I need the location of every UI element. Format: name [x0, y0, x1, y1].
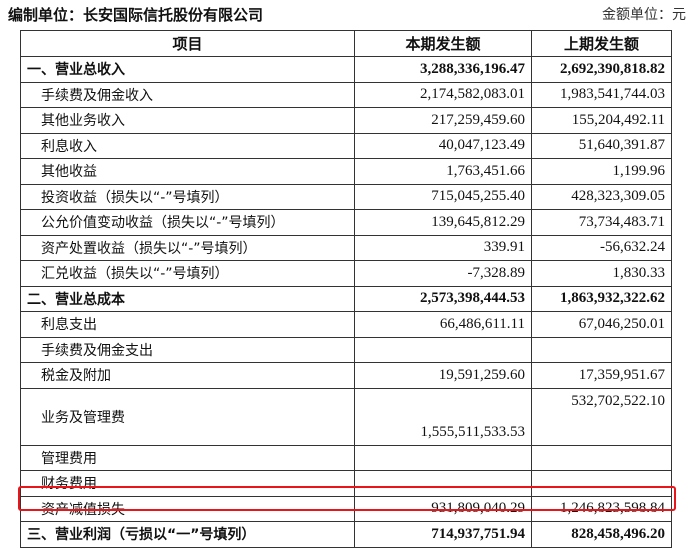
current-value — [354, 470, 532, 497]
income-statement-table: 项目 本期发生额 上期发生额 一、营业总收入 3,288,336,196.47 … — [20, 30, 672, 548]
previous-value: 532,702,522.10 — [531, 387, 672, 446]
current-value: 715,045,255.40 — [354, 183, 532, 210]
row-label: 二、营业总成本 — [20, 285, 355, 312]
previous-value: 1,863,932,322.62 — [531, 285, 672, 312]
current-value: 2,573,398,444.53 — [354, 285, 532, 312]
table-row: 公允价值变动收益（损失以“-”号填列） 139,645,812.29 73,73… — [20, 209, 672, 236]
row-label: 手续费及佣金支出 — [20, 336, 355, 363]
table-header-row: 项目 本期发生额 上期发生额 — [20, 30, 672, 57]
row-label: 其他业务收入 — [20, 107, 355, 134]
current-value: 1,555,511,533.53 — [354, 387, 532, 446]
table-row: 一、营业总收入 3,288,336,196.47 2,692,390,818.8… — [20, 56, 672, 83]
row-label: 利息支出 — [20, 311, 355, 338]
col-header-current: 本期发生额 — [354, 30, 532, 57]
previous-value: 67,046,250.01 — [531, 311, 672, 338]
previous-value: 51,640,391.87 — [531, 132, 672, 159]
current-value: 3,288,336,196.47 — [354, 56, 532, 83]
previous-value — [531, 444, 672, 471]
table-row: 其他收益 1,763,451.66 1,199.96 — [20, 158, 672, 185]
previous-value: 1,830.33 — [531, 260, 672, 287]
col-header-previous: 上期发生额 — [531, 30, 672, 57]
table-row: 手续费及佣金支出 — [20, 336, 672, 363]
current-value: -7,328.89 — [354, 260, 532, 287]
row-label: 财务费用 — [20, 470, 355, 497]
previous-value: 1,199.96 — [531, 158, 672, 185]
currency-unit: 金额单位：元 — [602, 7, 686, 23]
row-label: 利息收入 — [20, 132, 355, 159]
current-value: 714,937,751.94 — [354, 521, 532, 548]
previous-value — [531, 470, 672, 497]
row-label: 一、营业总收入 — [20, 56, 355, 83]
row-label: 汇兑收益（损失以“-”号填列） — [20, 260, 355, 287]
table-row: 其他业务收入 217,259,459.60 155,204,492.11 — [20, 107, 672, 134]
current-value: 931,809,040.29 — [354, 495, 532, 522]
previous-value: 1,983,541,744.03 — [531, 81, 672, 108]
table-row: 税金及附加 19,591,259.60 17,359,951.67 — [20, 362, 672, 389]
row-label: 业务及管理费 — [20, 387, 355, 446]
current-value: 40,047,123.49 — [354, 132, 532, 159]
table-row: 投资收益（损失以“-”号填列） 715,045,255.40 428,323,3… — [20, 183, 672, 210]
row-label: 三、营业利润（亏损以“一”号填列） — [20, 521, 355, 548]
table-row-highlighted: 资产减值损失 931,809,040.29 1,246,823,598.84 — [20, 495, 672, 522]
previous-value: 428,323,309.05 — [531, 183, 672, 210]
current-value: 66,486,611.11 — [354, 311, 532, 338]
current-value: 139,645,812.29 — [354, 209, 532, 236]
current-value: 1,763,451.66 — [354, 158, 532, 185]
previous-value: 17,359,951.67 — [531, 362, 672, 389]
table-row: 利息支出 66,486,611.11 67,046,250.01 — [20, 311, 672, 338]
table-row: 手续费及佣金收入 2,174,582,083.01 1,983,541,744.… — [20, 81, 672, 108]
table-row: 利息收入 40,047,123.49 51,640,391.87 — [20, 132, 672, 159]
current-value — [354, 336, 532, 363]
row-label: 税金及附加 — [20, 362, 355, 389]
row-label: 资产处置收益（损失以“-”号填列） — [20, 234, 355, 261]
row-label: 投资收益（损失以“-”号填列） — [20, 183, 355, 210]
row-label: 手续费及佣金收入 — [20, 81, 355, 108]
previous-value: 2,692,390,818.82 — [531, 56, 672, 83]
current-value: 2,174,582,083.01 — [354, 81, 532, 108]
table-row: 业务及管理费 1,555,511,533.53 532,702,522.10 — [20, 387, 672, 446]
table-row: 财务费用 — [20, 470, 672, 497]
table-row: 二、营业总成本 2,573,398,444.53 1,863,932,322.6… — [20, 285, 672, 312]
current-value: 217,259,459.60 — [354, 107, 532, 134]
table-row: 三、营业利润（亏损以“一”号填列） 714,937,751.94 828,458… — [20, 521, 672, 548]
col-header-item: 项目 — [20, 30, 355, 57]
previous-value: 828,458,496.20 — [531, 521, 672, 548]
table-row: 资产处置收益（损失以“-”号填列） 339.91 -56,632.24 — [20, 234, 672, 261]
previous-value: -56,632.24 — [531, 234, 672, 261]
row-label: 资产减值损失 — [20, 495, 355, 522]
row-label: 管理费用 — [20, 444, 355, 471]
current-value: 19,591,259.60 — [354, 362, 532, 389]
previous-value: 73,734,483.71 — [531, 209, 672, 236]
row-label: 公允价值变动收益（损失以“-”号填列） — [20, 209, 355, 236]
previous-value: 155,204,492.11 — [531, 107, 672, 134]
current-value: 339.91 — [354, 234, 532, 261]
current-value — [354, 444, 532, 471]
previous-value: 1,246,823,598.84 — [531, 495, 672, 522]
table-row: 管理费用 — [20, 444, 672, 471]
row-label: 其他收益 — [20, 158, 355, 185]
previous-value — [531, 336, 672, 363]
report-unit: 编制单位：长安国际信托股份有限公司 — [8, 6, 264, 24]
table-row: 汇兑收益（损失以“-”号填列） -7,328.89 1,830.33 — [20, 260, 672, 287]
